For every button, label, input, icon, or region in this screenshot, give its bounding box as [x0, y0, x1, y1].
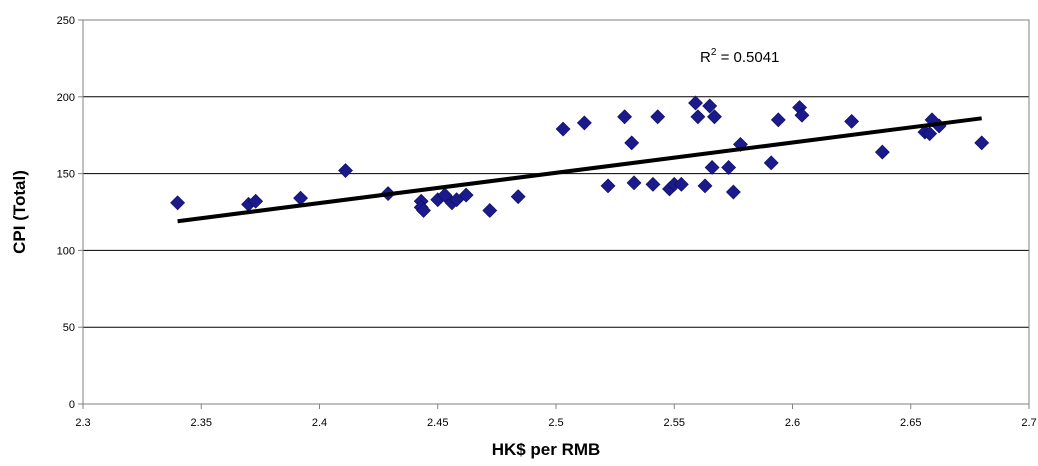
data-point	[974, 135, 990, 151]
x-tick-label: 2.35	[191, 417, 212, 429]
data-point	[844, 113, 860, 129]
data-point	[624, 135, 640, 151]
plot-area-frame	[82, 19, 1030, 405]
x-tick-label: 2.45	[427, 417, 448, 429]
y-axis-ticks: 0 50 100 150 200 250	[57, 15, 83, 411]
data-point	[688, 95, 703, 111]
data-point	[725, 184, 741, 200]
data-point	[650, 109, 666, 125]
data-point	[794, 107, 810, 123]
data-point	[763, 155, 779, 171]
data-point	[673, 176, 689, 192]
data-point	[510, 189, 526, 205]
y-tick-label: 150	[57, 169, 75, 181]
y-tick-label: 50	[63, 322, 75, 334]
x-tick-label: 2.7	[1021, 417, 1036, 429]
data-point	[458, 187, 474, 203]
x-tick-label: 2.6	[785, 417, 800, 429]
data-point	[645, 176, 661, 192]
y-tick-label: 200	[57, 92, 75, 104]
x-axis-ticks: 2.3 2.35 2.4 2.45 2.5 2.55 2.6 2.65 2.7	[75, 404, 1037, 429]
data-point	[416, 203, 431, 218]
data-point	[555, 121, 571, 137]
y-tick-label: 100	[57, 245, 75, 257]
data-point	[704, 160, 720, 175]
data-point	[922, 126, 938, 142]
x-axis-title: HK$ per RMB	[492, 440, 601, 459]
data-point	[576, 115, 592, 131]
data-point	[600, 178, 616, 194]
data-point	[248, 193, 264, 209]
x-tick-label: 2.5	[548, 417, 563, 429]
r-squared-annotation: R2 = 0.5041	[700, 47, 779, 66]
data-point	[617, 109, 633, 125]
data-point	[437, 187, 453, 203]
y-axis-title: CPI (Total)	[10, 170, 29, 254]
data-point	[338, 163, 353, 178]
x-tick-label: 2.55	[664, 417, 685, 429]
data-point	[697, 178, 713, 194]
data-point	[721, 160, 737, 175]
y-tick-label: 250	[57, 15, 75, 27]
x-tick-label: 2.3	[75, 417, 90, 429]
data-point	[707, 109, 722, 125]
data-point	[690, 109, 706, 125]
y-tick-label: 0	[69, 399, 75, 411]
data-point	[874, 144, 890, 160]
data-point	[482, 203, 498, 218]
x-tick-label: 2.65	[900, 417, 921, 429]
trendline	[177, 116, 982, 224]
data-point	[770, 112, 786, 128]
data-point	[170, 195, 186, 211]
x-tick-label: 2.4	[312, 417, 327, 429]
data-point	[626, 175, 642, 191]
data-point	[702, 98, 718, 114]
data-points	[170, 95, 990, 218]
